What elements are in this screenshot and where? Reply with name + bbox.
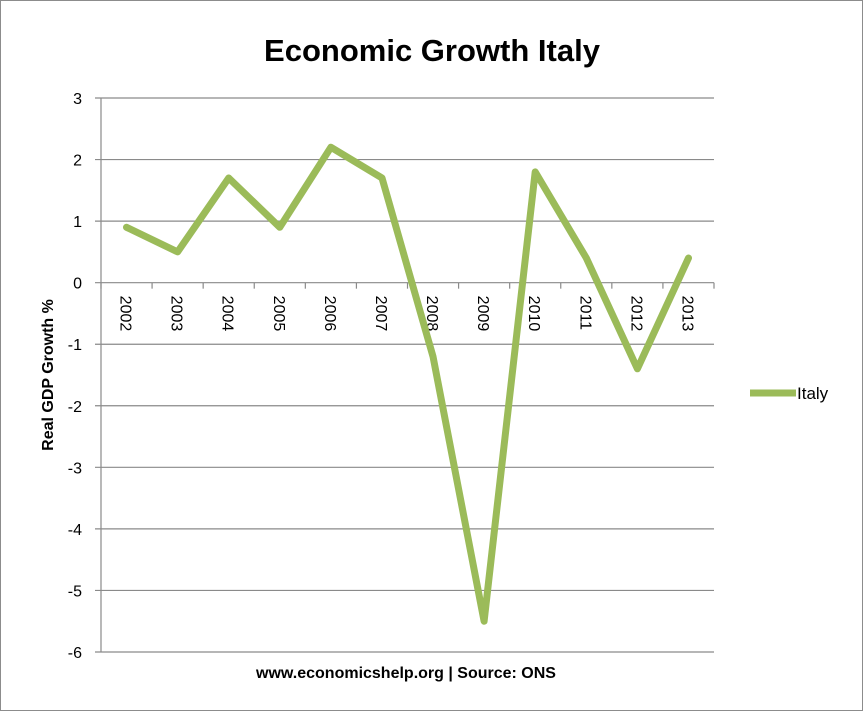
x-tick-label: 2012: [627, 296, 644, 332]
y-tick-label: -1: [68, 337, 82, 354]
x-tick-labels: 2002 2003 2004 2005 2006 2007 2008 2009 2010 2011…: [117, 296, 696, 332]
y-tick-label: 2: [73, 153, 82, 170]
y-tick-label: 3: [73, 91, 82, 108]
chart-title: Economic Growth Italy: [264, 33, 601, 68]
x-tick-label: 2010: [525, 296, 542, 332]
y-tick-label: -4: [68, 522, 82, 539]
x-tick-label: 2013: [678, 296, 695, 332]
series-lines: [123, 143, 692, 625]
y-axis-title: Real GDP Growth %: [40, 299, 57, 451]
x-tick-label: 2003: [168, 296, 185, 332]
y-tick-label: -6: [68, 645, 82, 662]
y-tick-label: 1: [73, 214, 82, 231]
y-tick-labels: 3 2 1 0 -1 -2 -3 -4 -5 -6: [68, 91, 82, 662]
y-tick-label: -5: [68, 583, 82, 600]
y-tick-label: -3: [68, 460, 82, 477]
legend: Italy: [750, 384, 829, 403]
x-tick-label: 2009: [474, 296, 491, 332]
x-tick-label: 2008: [423, 296, 440, 332]
series-line-italy: [123, 143, 692, 625]
x-tick-label: 2007: [372, 296, 389, 332]
gridlines: [95, 97, 714, 653]
source-caption: www.economicshelp.org | Source: ONS: [255, 665, 556, 682]
x-tick-label: 2002: [117, 296, 134, 332]
axes: [100, 98, 715, 652]
x-tick-label: 2004: [219, 296, 236, 332]
y-tick-label: 0: [73, 276, 82, 293]
x-tick-label: 2005: [270, 296, 287, 332]
legend-label-italy: Italy: [797, 384, 829, 403]
x-tick-label: 2011: [576, 296, 593, 331]
y-tick-label: -2: [68, 399, 82, 416]
x-tick-label: 2006: [321, 296, 338, 332]
